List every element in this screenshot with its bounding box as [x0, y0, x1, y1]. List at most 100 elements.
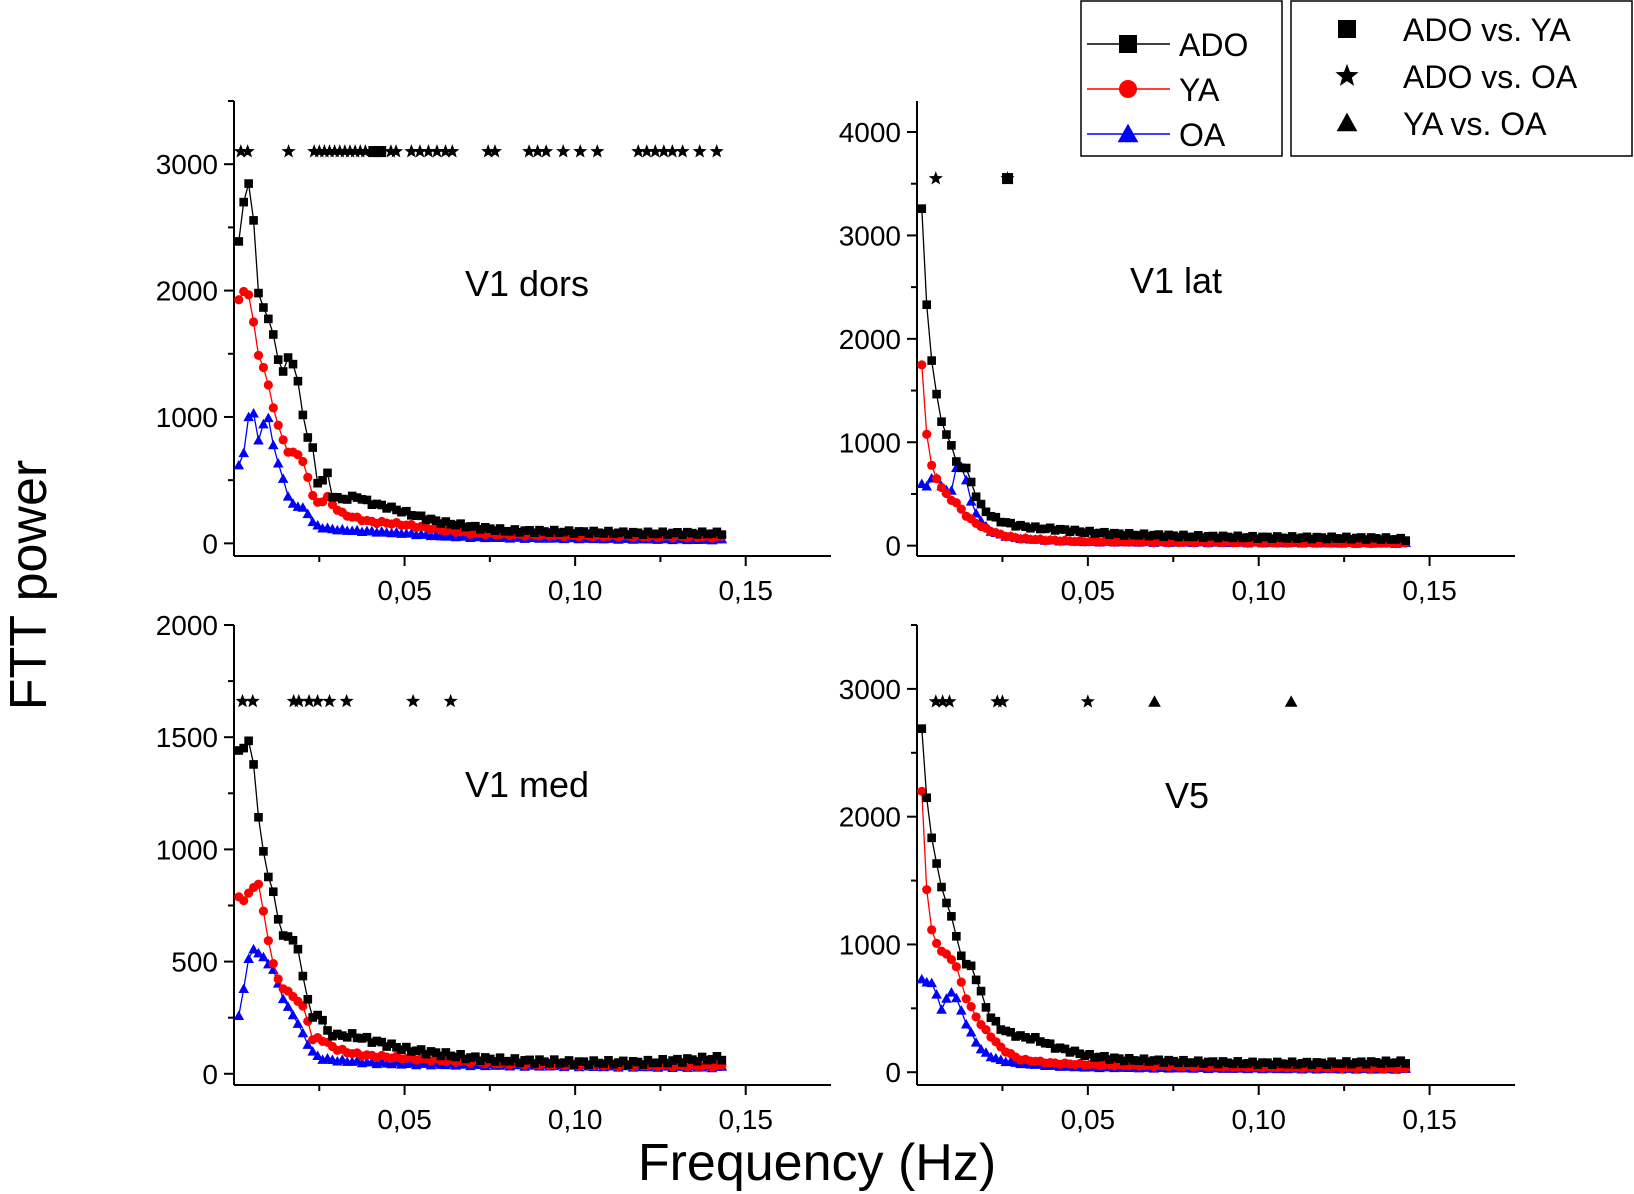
significance-marker-star: [358, 144, 373, 158]
y-tick-label: 1000: [839, 427, 901, 458]
data-point-ado: [1386, 535, 1396, 544]
significance-marker-square: [1002, 173, 1014, 185]
data-point-ado: [1317, 1058, 1327, 1068]
data-point-ado: [697, 527, 707, 537]
data-point-ado: [362, 495, 372, 505]
data-point-ado: [564, 1056, 574, 1065]
data-point-ado: [614, 1058, 623, 1067]
significance-marker-star: [522, 144, 537, 158]
data-point-ado: [244, 179, 253, 188]
data-point-ado: [411, 1046, 421, 1056]
significance-marker-star: [639, 144, 654, 158]
data-point-ado: [942, 430, 951, 439]
data-point-ado: [618, 1056, 628, 1066]
data-point-oa: [287, 1009, 299, 1020]
data-point-ado: [392, 505, 401, 515]
data-point-ado: [633, 1057, 643, 1067]
data-point-ado: [308, 443, 318, 452]
data-point-ado: [1065, 1048, 1075, 1057]
data-point-ado: [1134, 531, 1144, 540]
data-point-oa: [277, 993, 289, 1004]
data-point-ado: [638, 1060, 648, 1069]
data-point-ado: [1238, 533, 1248, 543]
data-point-ado: [1327, 1057, 1336, 1067]
data-point-ado: [540, 527, 549, 536]
data-point-ado: [594, 528, 603, 538]
series-line-ado: [238, 183, 723, 536]
data-point-ado: [702, 529, 712, 539]
data-point-oa: [302, 508, 314, 519]
data-point-ado: [342, 495, 352, 504]
data-point-ado: [1110, 1053, 1119, 1063]
data-point-ado: [273, 355, 283, 364]
data-point-ado: [1080, 1051, 1090, 1061]
significance-marker-star: [339, 693, 354, 708]
series-line-ya: [921, 791, 1406, 1070]
data-point-ado: [1119, 1056, 1129, 1066]
data-point-ado: [476, 524, 485, 534]
data-point-ado: [638, 530, 648, 539]
data-point-ya: [293, 450, 303, 460]
data-point-ado: [1159, 1058, 1169, 1067]
data-point-oa: [965, 1027, 977, 1037]
data-point-ado: [1050, 526, 1060, 535]
data-point-ado: [431, 516, 441, 525]
data-point-ado: [1159, 532, 1169, 542]
data-point-ado: [471, 521, 480, 531]
data-point-ado: [288, 359, 298, 369]
data-point-ado: [254, 812, 263, 822]
data-point-ado: [318, 475, 327, 485]
data-point-ado: [328, 1031, 337, 1041]
y-tick-label: 1000: [839, 929, 901, 960]
data-point-ado: [579, 1057, 589, 1066]
significance-marker-star: [556, 144, 571, 158]
data-point-ado: [1149, 530, 1159, 540]
data-point-ado: [663, 530, 672, 539]
series-oa: [233, 943, 728, 1073]
data-point-ado: [1302, 1057, 1312, 1067]
data-point-ado: [1011, 521, 1020, 531]
data-point-ado: [1282, 534, 1292, 543]
significance-marker-star: [429, 144, 445, 158]
data-point-ado: [599, 529, 608, 538]
data-point-ado: [976, 986, 986, 996]
data-point-ado: [1297, 1058, 1307, 1068]
data-point-oa: [258, 418, 269, 429]
panel-title: V1 dors: [465, 263, 589, 304]
data-point-ado: [1376, 535, 1386, 544]
data-point-oa: [946, 987, 957, 997]
data-point-ado: [653, 529, 663, 539]
panel-v1-lat: 0 1000 2000 3000 4000 0,05 0,10 0,15 V1 lat: [839, 101, 1515, 606]
data-point-ado: [673, 527, 682, 537]
panel-v5: 0 1000 2000 3000 0,05 0,10 0,15 V5: [839, 624, 1515, 1135]
data-point-ado: [372, 499, 382, 509]
data-point-ado: [569, 1060, 579, 1069]
data-point-oa: [975, 1043, 987, 1054]
data-point-ado: [1381, 1056, 1391, 1066]
data-point-oa: [263, 412, 274, 423]
data-point-oa: [297, 502, 309, 512]
data-point-ado: [673, 1054, 682, 1064]
data-point-ado: [1327, 532, 1336, 542]
data-point-ado: [367, 500, 377, 509]
significance-marker-star: [573, 144, 588, 158]
y-tick-label: 1000: [156, 402, 218, 433]
data-point-ado: [446, 519, 456, 529]
data-point-ado: [1198, 1059, 1208, 1068]
data-point-oa: [931, 989, 942, 999]
y-tick-label: 4000: [839, 117, 901, 148]
data-point-ado: [288, 935, 298, 945]
data-point-ado: [1228, 533, 1238, 543]
data-point-ado: [1075, 527, 1085, 536]
data-point-ado: [278, 367, 288, 376]
data-point-ya: [922, 885, 932, 895]
data-point-ado: [1253, 534, 1262, 543]
data-point-ado: [1322, 1060, 1331, 1069]
y-tick-label: 2000: [839, 324, 901, 355]
y-tick-label: 0: [885, 531, 901, 562]
data-point-ado: [976, 499, 986, 509]
data-point-ado: [1307, 534, 1317, 544]
data-point-ado: [1198, 533, 1208, 542]
data-point-ado: [456, 519, 465, 528]
data-point-ado: [1026, 523, 1035, 533]
